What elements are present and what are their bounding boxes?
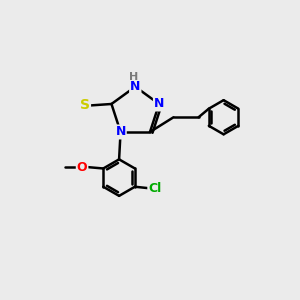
Text: N: N xyxy=(154,98,164,110)
Text: N: N xyxy=(130,80,140,93)
Text: N: N xyxy=(116,125,126,139)
Text: S: S xyxy=(80,98,90,112)
Text: Cl: Cl xyxy=(148,182,162,195)
Text: H: H xyxy=(129,72,138,82)
Text: O: O xyxy=(77,160,87,173)
